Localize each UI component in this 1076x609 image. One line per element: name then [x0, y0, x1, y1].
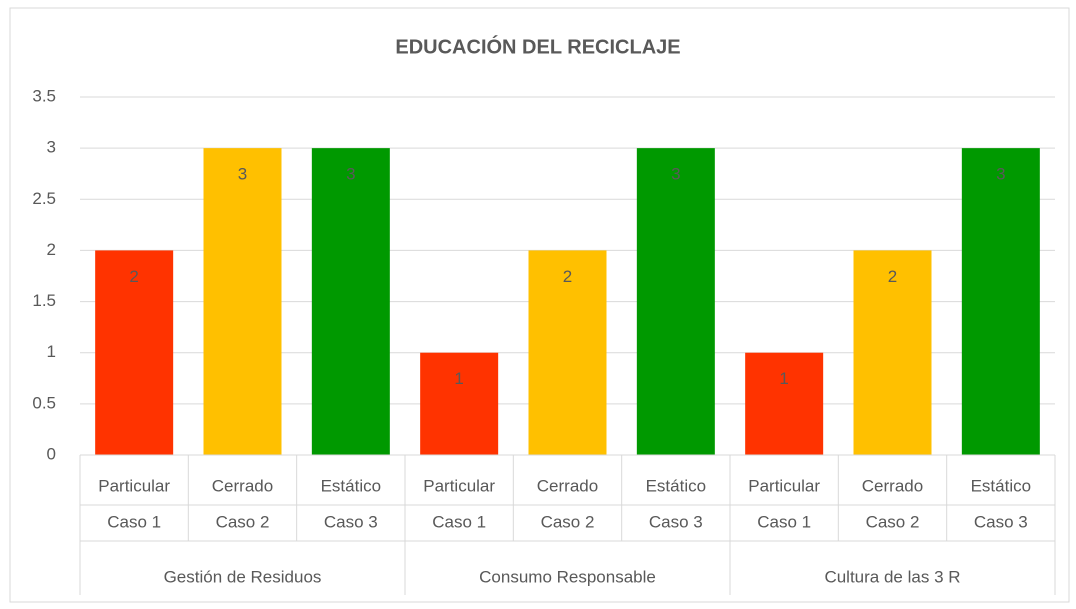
bar	[311, 148, 390, 455]
bar	[853, 250, 932, 455]
y-tick-label: 3.5	[32, 86, 56, 105]
x-subcategory-label: Caso 3	[324, 512, 378, 531]
x-subcategory-label: Caso 1	[757, 512, 811, 531]
x-tick-label: Particular	[748, 476, 820, 495]
data-label: 3	[238, 165, 247, 184]
x-subcategory-label: Caso 2	[541, 512, 595, 531]
group-label: Cultura de las 3 R	[824, 567, 960, 586]
data-label: 2	[563, 267, 572, 286]
y-tick-label: 2	[47, 240, 56, 259]
x-tick-label: Cerrado	[862, 476, 923, 495]
data-label: 1	[779, 369, 788, 388]
y-tick-label: 3	[47, 138, 56, 157]
group-label: Gestión de Residuos	[164, 567, 322, 586]
y-tick-label: 0	[47, 444, 56, 463]
x-subcategory-label: Caso 3	[974, 512, 1028, 531]
bar	[95, 250, 174, 455]
y-tick-label: 2.5	[32, 189, 56, 208]
data-label: 3	[996, 165, 1005, 184]
bar	[420, 352, 499, 455]
x-tick-label: Particular	[423, 476, 495, 495]
x-tick-label: Particular	[98, 476, 170, 495]
chart-title: EDUCACIÓN DEL RECICLAJE	[395, 34, 680, 58]
bar	[203, 148, 282, 455]
y-tick-label: 0.5	[32, 393, 56, 412]
x-tick-label: Estático	[321, 476, 381, 495]
y-tick-label: 1	[47, 342, 56, 361]
bar	[636, 148, 715, 455]
data-label: 1	[454, 369, 463, 388]
x-tick-label: Estático	[971, 476, 1031, 495]
x-subcategory-label: Caso 1	[107, 512, 161, 531]
bar	[745, 352, 824, 455]
group-label: Consumo Responsable	[479, 567, 656, 586]
data-label: 2	[888, 267, 897, 286]
x-tick-label: Cerrado	[212, 476, 273, 495]
x-subcategory-label: Caso 2	[866, 512, 920, 531]
bar	[528, 250, 607, 455]
data-label: 3	[671, 165, 680, 184]
x-tick-label: Estático	[646, 476, 706, 495]
x-subcategory-label: Caso 2	[216, 512, 270, 531]
bar	[961, 148, 1040, 455]
x-subcategory-label: Caso 3	[649, 512, 703, 531]
x-tick-label: Cerrado	[537, 476, 598, 495]
data-label: 3	[346, 165, 355, 184]
data-label: 2	[129, 267, 138, 286]
y-tick-label: 1.5	[32, 291, 56, 310]
x-subcategory-label: Caso 1	[432, 512, 486, 531]
